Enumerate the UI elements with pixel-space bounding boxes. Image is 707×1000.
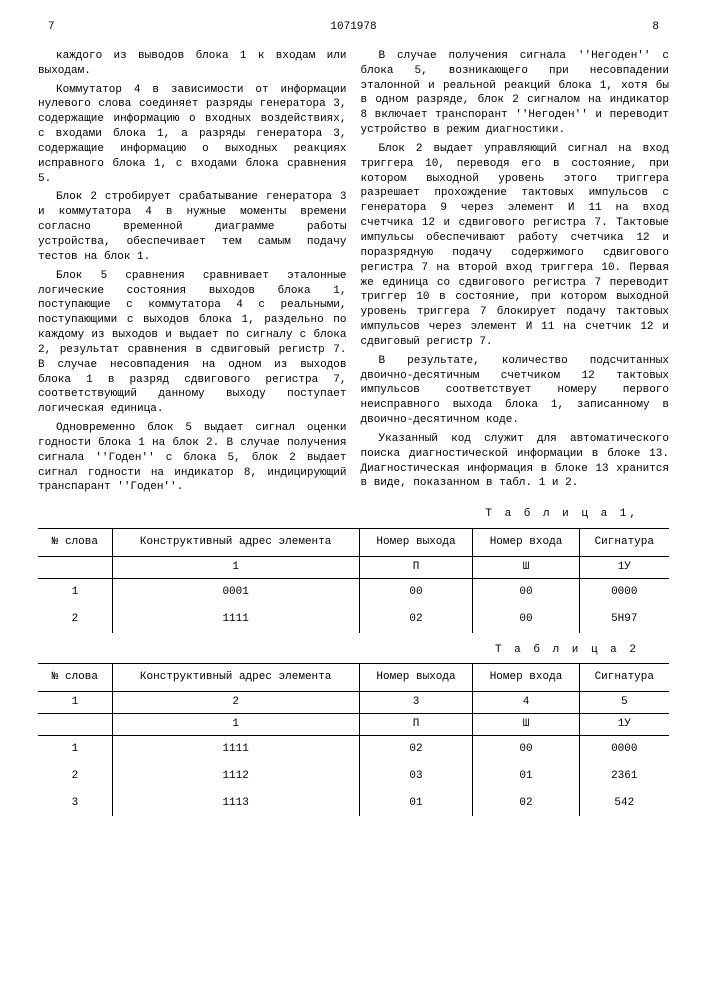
table-cell: 1111: [112, 735, 359, 762]
paragraph: В случае получения сигнала ''Негоден'' с…: [361, 49, 670, 138]
paragraph: каждого из выводов блока 1 к входам или …: [38, 49, 347, 79]
column-header: Номер входа: [473, 664, 579, 692]
right-column: В случае получения сигнала ''Негоден'' с…: [361, 49, 670, 499]
table-row: 2111203012361: [38, 763, 669, 790]
column-subheader: 1: [112, 557, 359, 579]
table-row: 1111102000000: [38, 735, 669, 762]
page-num-right: 8: [652, 20, 659, 35]
table-2: № словаКонструктивный адрес элементаНоме…: [38, 663, 669, 816]
column-subheader: 2: [112, 692, 359, 714]
column-header: Сигнатура: [579, 529, 669, 557]
table-row: 311130102542: [38, 790, 669, 817]
paragraph: Блок 2 стробирует срабатывание генератор…: [38, 190, 347, 264]
column-header: Конструктивный адрес элемента: [112, 664, 359, 692]
column-header: Номер выхода: [359, 664, 473, 692]
left-column: каждого из выводов блока 1 к входам или …: [38, 49, 347, 499]
table-cell: 02: [359, 735, 473, 762]
table-cell: 02: [473, 790, 579, 817]
text-columns: каждого из выводов блока 1 к входам или …: [38, 49, 669, 499]
column-subheader: [38, 557, 112, 579]
table-cell: 5Н97: [579, 606, 669, 633]
paragraph: Коммутатор 4 в зависимости от информации…: [38, 83, 347, 187]
table-1: № словаКонструктивный адрес элементаНоме…: [38, 528, 669, 632]
table-cell: 3: [38, 790, 112, 817]
table-row: 2111102005Н97: [38, 606, 669, 633]
table-cell: 01: [359, 790, 473, 817]
table-cell: 2: [38, 763, 112, 790]
table-cell: 0001: [112, 578, 359, 605]
table-cell: 2361: [579, 763, 669, 790]
paragraph: Блок 5 сравнения сравнивает эталонные ло…: [38, 269, 347, 417]
column-header: № слова: [38, 529, 112, 557]
table-cell: 2: [38, 606, 112, 633]
column-subheader: 5: [579, 692, 669, 714]
table-cell: 01: [473, 763, 579, 790]
page-header: 7 1071978 8: [38, 20, 669, 35]
column-header: Конструктивный адрес элемента: [112, 529, 359, 557]
column-subheader: П: [359, 557, 473, 579]
doc-number: 1071978: [330, 20, 376, 35]
column-subheader: 4: [473, 692, 579, 714]
table-cell: 542: [579, 790, 669, 817]
table-cell: 03: [359, 763, 473, 790]
table-cell: 00: [359, 578, 473, 605]
column-subheader: 3: [359, 692, 473, 714]
table-cell: 02: [359, 606, 473, 633]
table-cell: 00: [473, 578, 579, 605]
table-cell: 00: [473, 735, 579, 762]
column-header: Номер входа: [473, 529, 579, 557]
table-cell: 1: [38, 578, 112, 605]
paragraph: Одновременно блок 5 выдает сигнал оценки…: [38, 421, 347, 495]
column-header: Номер выхода: [359, 529, 473, 557]
column-subheader: 1: [38, 692, 112, 714]
table-cell: 0000: [579, 578, 669, 605]
column-subheader: [38, 714, 112, 736]
paragraph: Блок 2 выдает управляющий сигнал на вход…: [361, 142, 670, 350]
table-cell: 1113: [112, 790, 359, 817]
column-header: Сигнатура: [579, 664, 669, 692]
column-subheader: 1У: [579, 714, 669, 736]
table-row: 1000100000000: [38, 578, 669, 605]
table2-label: Т а б л и ц а 2: [38, 643, 639, 658]
table-cell: 00: [473, 606, 579, 633]
column-header: № слова: [38, 664, 112, 692]
table1-label: Т а б л и ц а 1,: [38, 507, 639, 522]
paragraph: В результате, количество подсчитанных дв…: [361, 354, 670, 428]
column-subheader: 1: [112, 714, 359, 736]
column-subheader: Ш: [473, 714, 579, 736]
column-subheader: П: [359, 714, 473, 736]
page-num-left: 7: [48, 20, 55, 35]
column-subheader: Ш: [473, 557, 579, 579]
table-cell: 1111: [112, 606, 359, 633]
table-cell: 1112: [112, 763, 359, 790]
paragraph: Указанный код служит для автоматического…: [361, 432, 670, 491]
column-subheader: 1У: [579, 557, 669, 579]
table-cell: 0000: [579, 735, 669, 762]
table-cell: 1: [38, 735, 112, 762]
